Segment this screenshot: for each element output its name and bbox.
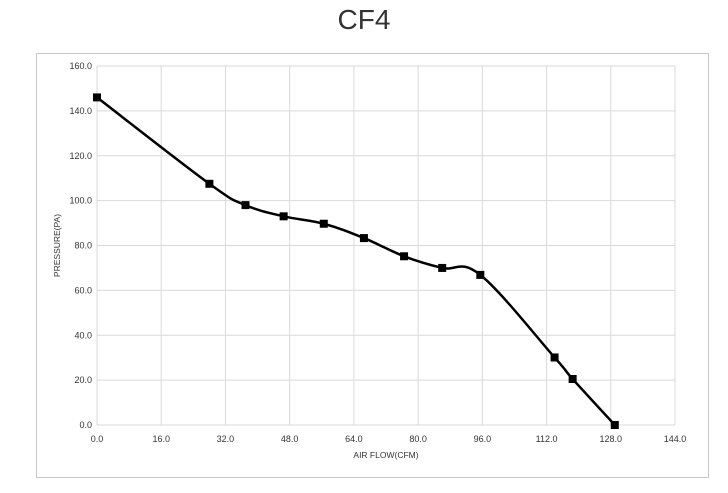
chart-title: CF4 xyxy=(337,4,391,35)
chart-frame xyxy=(36,53,709,478)
data-point-marker xyxy=(568,375,577,384)
x-tick-label: 32.0 xyxy=(217,434,235,444)
y-tick-label: 140.0 xyxy=(69,106,92,116)
data-point-marker xyxy=(476,270,485,279)
y-tick-label: 160.0 xyxy=(69,61,92,71)
x-tick-label: 80.0 xyxy=(409,434,427,444)
data-point-marker xyxy=(205,179,214,188)
x-tick-label: 112.0 xyxy=(536,434,558,444)
y-tick-label: 0.0 xyxy=(79,420,92,430)
x-tick-label: 48.0 xyxy=(281,434,299,444)
x-tick-labels: 0.0 16.0 32.0 48.0 64.0 80.0 96.0 112.0 128.0 144… xyxy=(91,434,687,444)
y-tick-label: 120.0 xyxy=(69,151,92,161)
data-point-marker xyxy=(438,263,447,272)
x-tick-label: 128.0 xyxy=(600,434,623,444)
x-axis-label: AIR FLOW(CFM) xyxy=(353,450,418,460)
y-tick-label: 60.0 xyxy=(74,285,92,295)
y-tick-labels: 0.0 20.0 40.0 60.0 80.0 100.0 120.0 140.0 160.0 xyxy=(69,61,92,430)
series-layer xyxy=(93,93,619,429)
data-point-marker xyxy=(279,212,288,221)
data-point-marker xyxy=(93,93,101,102)
x-tick-label: 64.0 xyxy=(345,434,363,444)
data-point-marker xyxy=(319,219,328,228)
x-tick-label: 16.0 xyxy=(152,434,170,444)
data-point-marker xyxy=(359,234,368,243)
data-point-marker xyxy=(610,421,619,429)
x-tick-label: 144.0 xyxy=(664,434,687,444)
x-tick-label: 0.0 xyxy=(91,434,104,444)
y-tick-label: 80.0 xyxy=(74,241,92,251)
data-point-marker xyxy=(241,201,250,210)
grid-lines xyxy=(96,65,676,426)
x-tick-label: 96.0 xyxy=(474,434,492,444)
data-point-marker xyxy=(400,252,409,261)
data-point-marker xyxy=(550,353,559,362)
y-tick-label: 20.0 xyxy=(74,375,92,385)
y-tick-label: 40.0 xyxy=(74,330,92,340)
y-axis-label: PRESSURE(PA) xyxy=(52,214,62,277)
y-tick-label: 100.0 xyxy=(69,196,92,206)
series-line xyxy=(96,96,616,426)
